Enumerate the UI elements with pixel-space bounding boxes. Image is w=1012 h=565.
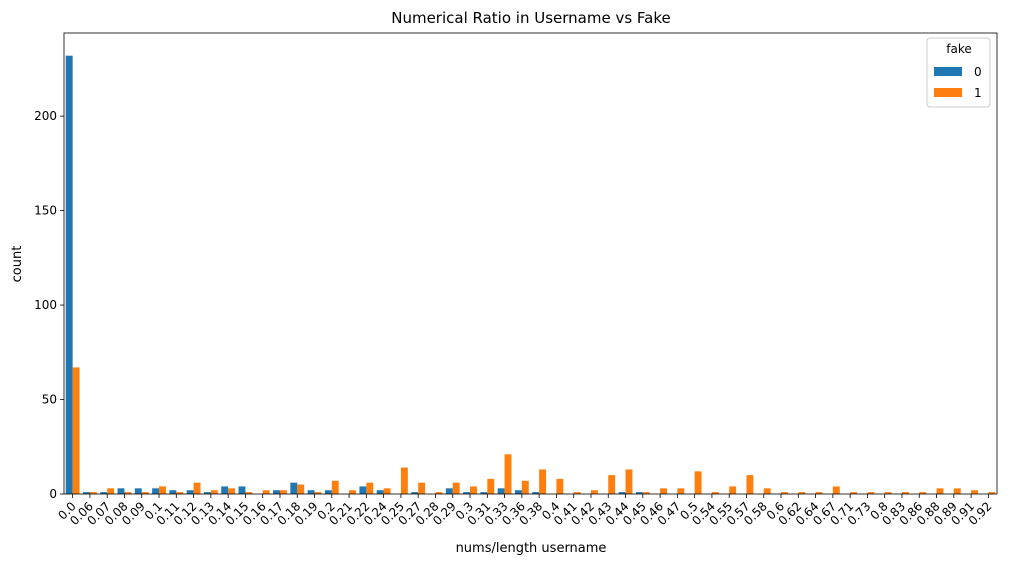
bar-0.38-fake-0 bbox=[532, 492, 540, 494]
bar-0.28-fake-1 bbox=[435, 492, 443, 494]
bar-0.19-fake-0 bbox=[307, 490, 315, 494]
x-axis-label: nums/length username bbox=[456, 541, 607, 556]
bar-0.13-fake-0 bbox=[203, 492, 211, 494]
plot-frame bbox=[63, 32, 998, 495]
y-tick-label: 150 bbox=[34, 204, 57, 218]
bar-0.22-fake-1 bbox=[366, 482, 374, 494]
bar-0.91-fake-1 bbox=[971, 490, 978, 494]
bar-0.54-fake-1 bbox=[711, 492, 719, 494]
bar-0.46-fake-1 bbox=[660, 488, 667, 494]
bar-0.09-fake-1 bbox=[141, 492, 149, 494]
bar-0.11-fake-0 bbox=[169, 490, 177, 494]
bar-0.41-fake-1 bbox=[573, 492, 581, 494]
bar-0.07-fake-1 bbox=[107, 488, 115, 494]
bar-0.8-fake-1 bbox=[884, 492, 892, 494]
bar-0.44-fake-1 bbox=[625, 469, 633, 494]
bar-0.57-fake-1 bbox=[746, 475, 754, 494]
bar-0.15-fake-0 bbox=[238, 486, 246, 494]
bar-0.13-fake-1 bbox=[210, 490, 218, 494]
bar-0.29-fake-1 bbox=[452, 482, 460, 494]
y-axis-label: count bbox=[10, 246, 25, 283]
bar-0.5-fake-1 bbox=[694, 471, 702, 494]
bar-0.45-fake-1 bbox=[642, 492, 650, 494]
bar-0.07-fake-0 bbox=[100, 492, 108, 494]
bar-0.14-fake-1 bbox=[228, 488, 236, 494]
bar-0.71-fake-1 bbox=[850, 492, 858, 494]
bar-0.25-fake-1 bbox=[400, 467, 408, 494]
bar-0.27-fake-1 bbox=[418, 482, 426, 494]
bar-0.12-fake-1 bbox=[193, 482, 201, 494]
y-axis-ticks: 0 50 100 150 200 bbox=[34, 109, 64, 501]
bar-0.73-fake-1 bbox=[867, 492, 875, 494]
bar-0.67-fake-1 bbox=[832, 486, 840, 494]
bar-0.36-fake-0 bbox=[514, 490, 522, 494]
legend-label-0: 0 bbox=[974, 65, 982, 79]
bar-0.27-fake-0 bbox=[411, 492, 419, 494]
bar-0.24-fake-1 bbox=[383, 488, 391, 494]
bar-0.0-fake-0 bbox=[65, 55, 73, 495]
bar-0.43-fake-1 bbox=[608, 475, 616, 494]
bar-0.21-fake-1 bbox=[349, 490, 356, 494]
bar-0.12-fake-0 bbox=[186, 490, 194, 494]
y-tick-label: 200 bbox=[34, 109, 57, 123]
bar-0.33-fake-0 bbox=[497, 488, 505, 494]
bar-0.64-fake-1 bbox=[815, 492, 823, 494]
bar-0.92-fake-1 bbox=[988, 492, 996, 494]
bar-0.45-fake-0 bbox=[635, 492, 643, 494]
bar-0.3-fake-1 bbox=[470, 486, 477, 494]
bar-0.47-fake-1 bbox=[677, 488, 685, 494]
bar-0.44-fake-0 bbox=[618, 492, 626, 494]
legend-title: fake bbox=[946, 42, 971, 56]
bar-0.3-fake-0 bbox=[463, 492, 471, 494]
y-tick-label: 0 bbox=[49, 487, 57, 501]
bar-0.31-fake-1 bbox=[487, 478, 495, 494]
bar-0.18-fake-1 bbox=[297, 484, 305, 494]
bar-0.17-fake-0 bbox=[273, 490, 280, 494]
bar-0.08-fake-0 bbox=[117, 488, 125, 494]
bar-0.62-fake-1 bbox=[798, 492, 806, 494]
bar-0.19-fake-1 bbox=[314, 492, 322, 494]
bar-0.83-fake-1 bbox=[901, 492, 909, 494]
y-tick-label: 100 bbox=[34, 298, 57, 312]
legend-swatch-0 bbox=[934, 67, 962, 76]
bar-0.6-fake-1 bbox=[781, 492, 788, 494]
bar-0.36-fake-1 bbox=[521, 480, 529, 494]
bar-0.06-fake-0 bbox=[83, 492, 90, 494]
bar-0.16-fake-1 bbox=[262, 490, 270, 494]
bar-0.1-fake-1 bbox=[159, 486, 166, 494]
bar-0.89-fake-1 bbox=[953, 488, 961, 494]
bar-0.58-fake-1 bbox=[763, 488, 771, 494]
bar-0.33-fake-1 bbox=[504, 454, 512, 494]
bar-0.2-fake-0 bbox=[324, 490, 332, 494]
bar-0.24-fake-0 bbox=[376, 490, 384, 494]
bar-0.09-fake-0 bbox=[134, 488, 142, 494]
bar-0.86-fake-1 bbox=[919, 492, 927, 494]
bars-group bbox=[65, 55, 996, 495]
bar-0.38-fake-1 bbox=[539, 469, 547, 494]
bar-0.0-fake-1 bbox=[72, 367, 80, 494]
bar-0.17-fake-1 bbox=[279, 490, 287, 494]
bar-0.11-fake-1 bbox=[176, 492, 184, 494]
legend-swatch-1 bbox=[934, 88, 962, 97]
legend-label-1: 1 bbox=[974, 86, 982, 100]
bar-0.31-fake-0 bbox=[480, 492, 488, 494]
bar-0.55-fake-1 bbox=[729, 486, 737, 494]
bar-0.15-fake-1 bbox=[245, 492, 253, 494]
bar-0.1-fake-0 bbox=[152, 488, 160, 494]
chart-title: Numerical Ratio in Username vs Fake bbox=[391, 9, 671, 27]
bar-0.14-fake-0 bbox=[221, 486, 229, 494]
bar-0.42-fake-1 bbox=[590, 490, 598, 494]
bar-0.4-fake-1 bbox=[556, 478, 564, 494]
legend: fake 0 1 bbox=[926, 37, 991, 108]
bar-0.18-fake-0 bbox=[290, 482, 298, 494]
bar-0.22-fake-0 bbox=[359, 486, 367, 494]
bar-0.08-fake-1 bbox=[124, 492, 132, 494]
bar-0.06-fake-1 bbox=[89, 492, 97, 494]
bar-0.2-fake-1 bbox=[331, 480, 339, 494]
x-axis-ticks: 0.00.060.070.080.090.10.110.120.130.140.… bbox=[55, 494, 994, 528]
y-tick-label: 50 bbox=[42, 393, 57, 407]
bar-0.29-fake-0 bbox=[445, 488, 453, 494]
bar-0.88-fake-1 bbox=[936, 488, 944, 494]
